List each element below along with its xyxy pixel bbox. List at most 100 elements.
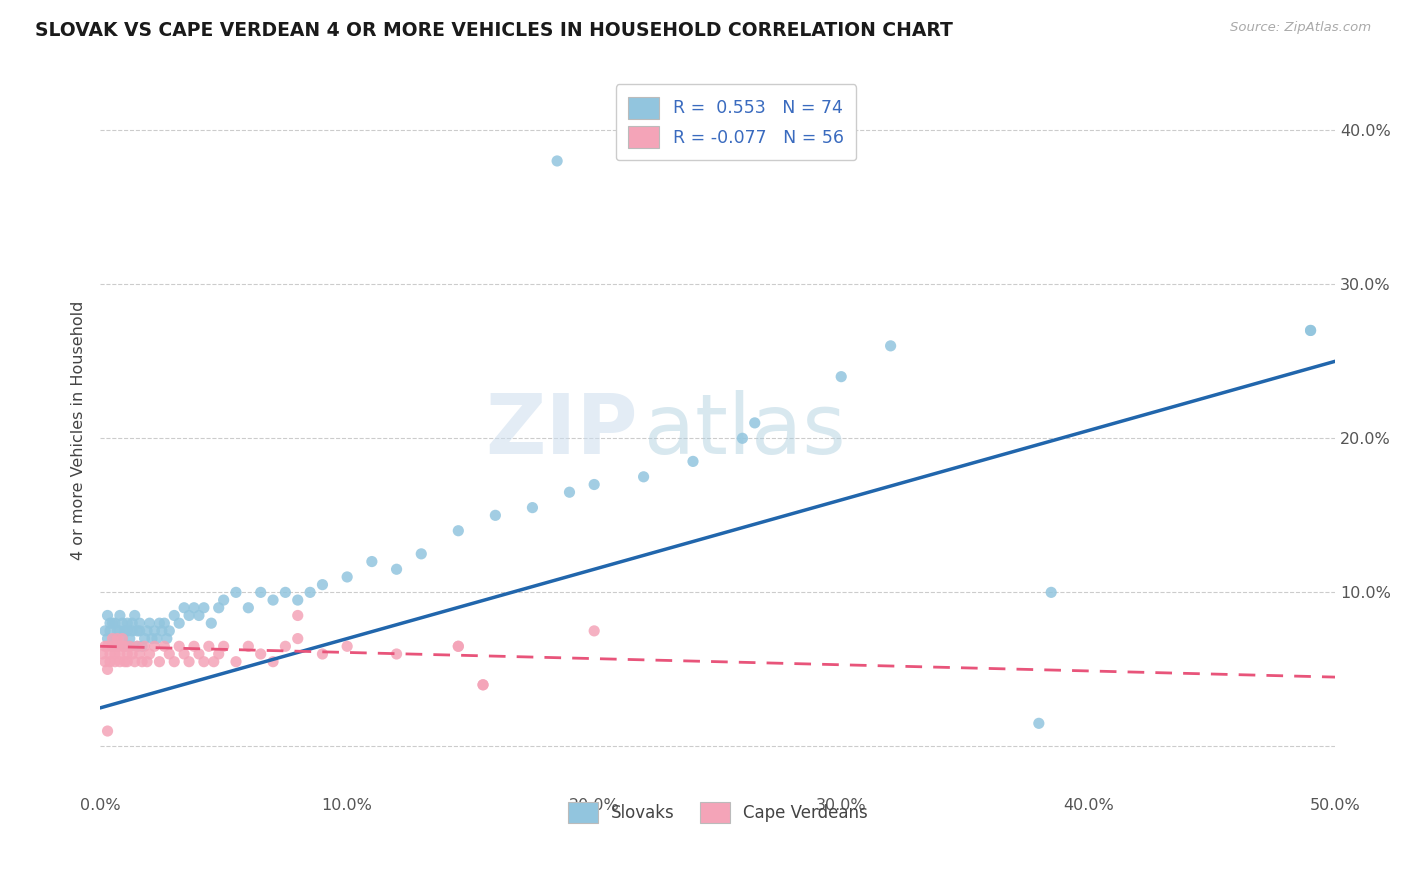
Point (360, 555, 382, 569)
Point (287, 608, 309, 623)
Point (157, 647, 180, 661)
Point (98, 655, 121, 669)
Point (150, 624, 173, 638)
Point (156, 632, 179, 646)
Text: ZIP: ZIP (485, 390, 637, 471)
Point (108, 624, 131, 638)
Point (108, 608, 131, 623)
Point (274, 585, 297, 599)
Point (138, 616, 160, 631)
Point (167, 616, 190, 631)
Point (163, 608, 186, 623)
Point (238, 640, 260, 654)
Point (177, 655, 200, 669)
Point (98, 624, 121, 638)
Point (96, 640, 118, 654)
Point (117, 624, 139, 638)
Point (879, 339, 901, 353)
Point (472, 678, 495, 692)
Point (238, 600, 260, 615)
Point (91, 647, 114, 661)
Point (143, 624, 166, 638)
Point (583, 624, 606, 638)
Point (299, 585, 322, 599)
Point (472, 678, 495, 692)
Point (385, 647, 408, 661)
Y-axis label: 4 or more Vehicles in Household: 4 or more Vehicles in Household (72, 301, 86, 560)
Point (225, 585, 247, 599)
Point (208, 600, 231, 615)
Point (148, 655, 170, 669)
Point (107, 640, 129, 654)
Point (104, 616, 127, 631)
Point (193, 655, 215, 669)
Point (311, 647, 333, 661)
Point (117, 647, 139, 661)
Point (148, 616, 170, 631)
Point (94, 640, 117, 654)
Point (94, 655, 117, 669)
Point (1299, 323, 1322, 337)
Point (484, 508, 506, 523)
Point (187, 647, 209, 661)
Point (96, 632, 118, 646)
Point (131, 640, 153, 654)
Point (249, 585, 271, 599)
Point (183, 600, 205, 615)
Point (287, 593, 309, 607)
Point (187, 608, 209, 623)
Point (111, 632, 134, 646)
Point (163, 655, 186, 669)
Point (101, 640, 124, 654)
Point (128, 616, 150, 631)
Point (127, 624, 149, 638)
Point (830, 369, 852, 384)
Point (108, 655, 131, 669)
Point (212, 640, 235, 654)
Point (117, 616, 139, 631)
Point (94, 624, 117, 638)
Point (153, 640, 176, 654)
Point (111, 616, 134, 631)
Point (134, 632, 156, 646)
Text: atlas: atlas (644, 390, 845, 471)
Point (101, 632, 124, 646)
Point (198, 640, 221, 654)
Point (118, 632, 141, 646)
Point (127, 640, 149, 654)
Point (128, 647, 150, 661)
Point (522, 500, 544, 515)
Point (121, 647, 143, 661)
Point (111, 640, 134, 654)
Point (141, 632, 163, 646)
Point (121, 616, 143, 631)
Point (107, 640, 129, 654)
Point (101, 616, 124, 631)
Point (385, 562, 408, 576)
Point (558, 485, 581, 500)
Point (138, 647, 160, 661)
Point (336, 570, 359, 584)
Point (146, 632, 169, 646)
Point (546, 153, 568, 168)
Point (336, 640, 359, 654)
Point (121, 624, 143, 638)
Point (447, 640, 470, 654)
Point (744, 416, 766, 430)
Point (177, 608, 200, 623)
Point (311, 577, 333, 591)
Point (167, 640, 190, 654)
Point (447, 524, 470, 538)
Point (200, 616, 222, 631)
Point (262, 593, 284, 607)
Point (118, 640, 141, 654)
Point (411, 547, 433, 561)
Point (118, 640, 141, 654)
Point (173, 647, 195, 661)
Point (153, 616, 176, 631)
Text: SLOVAK VS CAPE VERDEAN 4 OR MORE VEHICLES IN HOUSEHOLD CORRELATION CHART: SLOVAK VS CAPE VERDEAN 4 OR MORE VEHICLE… (35, 21, 953, 39)
Point (274, 640, 297, 654)
Point (96, 608, 118, 623)
Point (633, 470, 655, 484)
Point (143, 640, 166, 654)
